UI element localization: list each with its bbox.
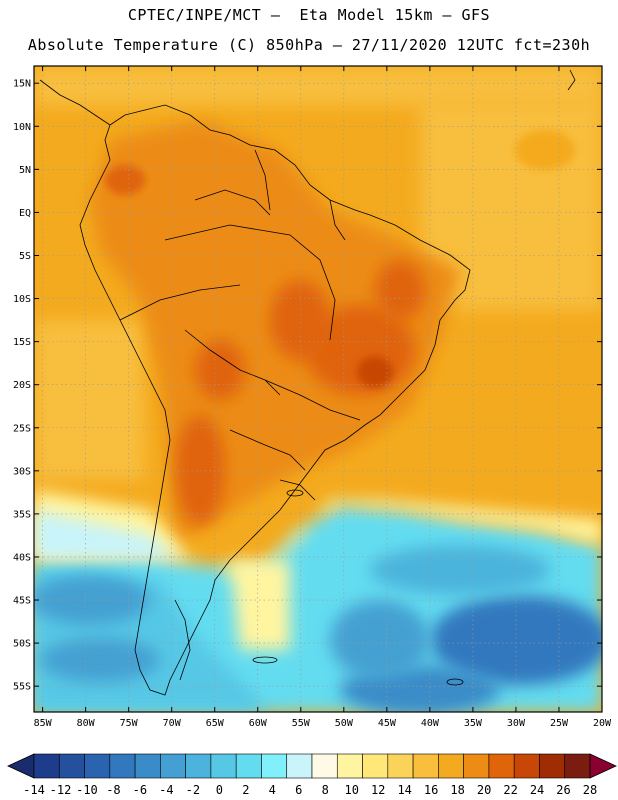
map-frame: [33, 65, 603, 713]
lat-tick-label: 40S: [13, 552, 31, 563]
colorbar-over-arrow: [589, 753, 617, 779]
coastlines-borders: [39, 69, 576, 696]
lat-tick-label: 45S: [13, 596, 31, 607]
lat-tick-label: EQ: [19, 208, 31, 219]
colorbar-label: 10: [344, 783, 358, 797]
lat-tick-label: 55S: [13, 682, 31, 693]
colorbar-swatch: [235, 753, 262, 779]
lat-tick-label: 15N: [13, 79, 31, 90]
colorbar-swatch: [109, 753, 136, 779]
colorbar-under-arrow: [7, 753, 35, 779]
colorbar-label: 14: [397, 783, 411, 797]
colorbar-swatch: [463, 753, 490, 779]
colorbar-swatch: [286, 753, 313, 779]
colorbar-swatch: [84, 753, 111, 779]
colorbar-swatch: [488, 753, 515, 779]
lon-tick-label: 80W: [77, 718, 96, 729]
colorbar-swatch: [185, 753, 212, 779]
lon-tick-label: 65W: [206, 718, 225, 729]
colorbar-label: 20: [477, 783, 491, 797]
colorbar-label: -8: [106, 783, 120, 797]
lat-tick-label: 20S: [13, 380, 31, 391]
latitude-axis: 15N 10N 5N EQ 5S 10S 15S 20S 25S 30S 35S 40S 45S 50S 5…: [13, 79, 602, 693]
colorbar-swatch: [336, 753, 363, 779]
lon-tick-label: 40W: [421, 718, 440, 729]
map-title-line1: CPTEC/INPE/MCT – Eta Model 15km – GFS: [127, 6, 491, 24]
colorbar-label: 12: [371, 783, 385, 797]
colorbar-label: -2: [186, 783, 200, 797]
colorbar-swatch: [33, 753, 60, 779]
colorbar-label: -10: [76, 783, 98, 797]
lon-tick-label: 35W: [464, 718, 483, 729]
lon-tick-label: 70W: [163, 718, 182, 729]
lon-tick-label: 20W: [593, 718, 612, 729]
lat-tick-label: 10N: [13, 122, 31, 133]
colorbar-label: -4: [159, 783, 173, 797]
temperature-field: [34, 66, 602, 712]
map-title-line2: Absolute Temperature (C) 850hPa – 27/11/…: [27, 36, 591, 54]
lat-tick-label: 30S: [13, 466, 31, 477]
lat-tick-label: 5N: [19, 165, 31, 176]
lat-tick-label: 35S: [13, 509, 31, 520]
colorbar-label: 16: [424, 783, 438, 797]
colorbar-swatch: [134, 753, 161, 779]
colorbar-label: -6: [133, 783, 147, 797]
colorbar-label: 28: [583, 783, 597, 797]
lon-tick-label: 30W: [507, 718, 526, 729]
colorbar-label: -14: [23, 783, 45, 797]
colorbar-label: 2: [242, 783, 249, 797]
lon-tick-label: 25W: [550, 718, 569, 729]
colorbar-label: 0: [216, 783, 223, 797]
colorbar-swatch: [58, 753, 85, 779]
lat-tick-label: 25S: [13, 423, 31, 434]
colorbar-swatch: [412, 753, 439, 779]
colorbar-label: 26: [556, 783, 570, 797]
colorbar-swatch: [261, 753, 288, 779]
colorbar-label: 4: [269, 783, 276, 797]
lat-lon-grid: [34, 66, 603, 712]
colorbar-swatch: [539, 753, 566, 779]
lat-tick-label: 5S: [19, 251, 31, 262]
colorbar-swatch: [362, 753, 389, 779]
lon-tick-label: 75W: [120, 718, 139, 729]
colorbar: -14 -12 -10 -8 -6 -4 -2 0 2 4 6 8 10 12 14 16 18 20 22 24 26…: [7, 753, 617, 797]
colorbar-swatch: [160, 753, 186, 779]
longitude-axis: 85W 80W 75W 70W 65W 60W 55W 50W 45W 40W 35W 30W 25W 2…: [34, 66, 612, 729]
lon-tick-label: 45W: [378, 718, 397, 729]
colorbar-swatch: [311, 753, 338, 779]
lat-tick-label: 10S: [13, 294, 31, 305]
colorbar-label: 22: [503, 783, 517, 797]
colorbar-swatch: [564, 753, 591, 779]
colorbar-swatch: [438, 753, 464, 779]
lat-tick-label: 15S: [13, 337, 31, 348]
lon-tick-label: 60W: [249, 718, 268, 729]
lon-tick-label: 55W: [292, 718, 311, 729]
lon-tick-label: 50W: [335, 718, 354, 729]
lat-tick-label: 50S: [13, 639, 31, 650]
colorbar-label: 18: [450, 783, 464, 797]
colorbar-swatch: [387, 753, 414, 779]
lon-tick-label: 85W: [34, 718, 53, 729]
colorbar-label: -12: [50, 783, 72, 797]
colorbar-label: 24: [530, 783, 544, 797]
colorbar-label: 8: [322, 783, 329, 797]
colorbar-swatch: [513, 753, 540, 779]
colorbar-label: 6: [295, 783, 302, 797]
colorbar-swatch: [210, 753, 237, 779]
